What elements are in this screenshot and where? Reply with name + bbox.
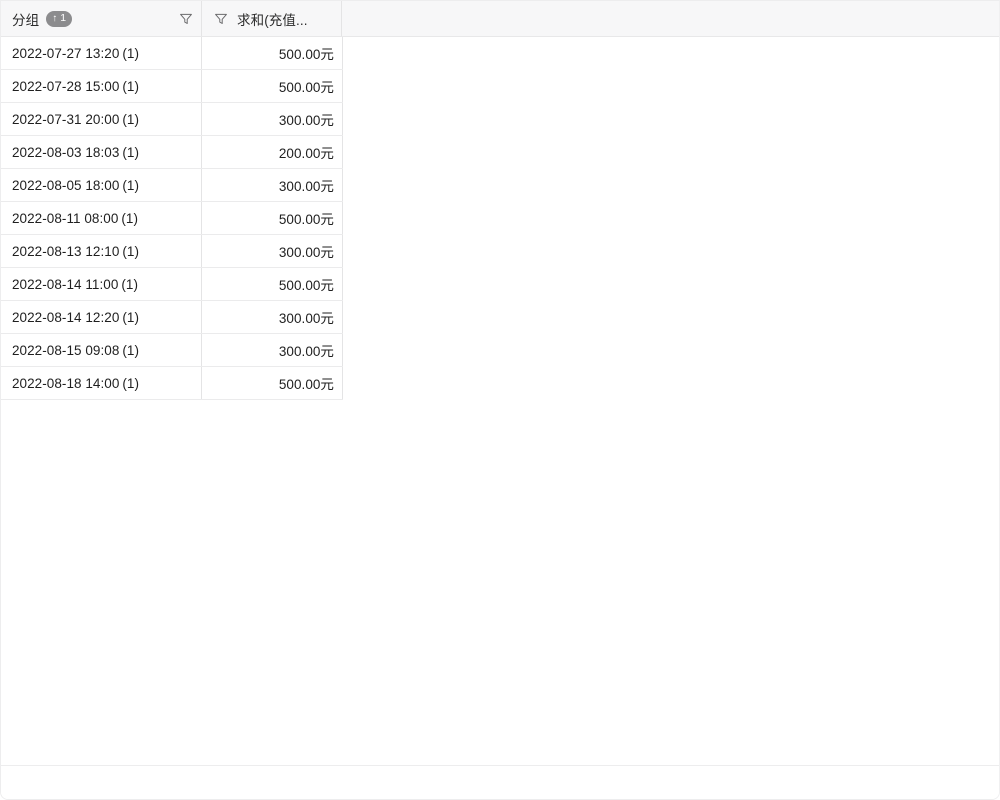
cell-group-value: 2022-08-03 18:03 (12, 144, 120, 160)
cell-group-value: 2022-07-31 20:00 (12, 111, 120, 127)
cell-group: 2022-08-11 08:00 (1) (1, 202, 202, 234)
cell-group: 2022-08-13 12:10 (1) (1, 235, 202, 267)
sort-order-badge[interactable]: ↑ 1 (46, 10, 73, 27)
cell-group-count: (1) (122, 111, 140, 127)
table-header-row: 分组 ↑ 1 求和(充值... (1, 1, 999, 37)
cell-group: 2022-07-27 13:20 (1) (1, 37, 202, 69)
cell-sum: 300.00元 (202, 103, 343, 135)
table-row[interactable]: 2022-07-27 13:20 (1) 500.00元 (1, 37, 343, 70)
table-row[interactable]: 2022-08-14 12:20 (1) 300.00元 (1, 301, 343, 334)
cell-group: 2022-08-15 09:08 (1) (1, 334, 202, 366)
cell-group: 2022-07-31 20:00 (1) (1, 103, 202, 135)
sort-order-count: 1 (60, 12, 67, 25)
cell-sum: 300.00元 (202, 301, 343, 333)
cell-group-value: 2022-08-05 18:00 (12, 177, 120, 193)
table-row[interactable]: 2022-08-11 08:00 (1) 500.00元 (1, 202, 343, 235)
cell-group-value: 2022-08-18 14:00 (12, 375, 120, 391)
cell-group-count: (1) (122, 375, 140, 391)
cell-sum: 500.00元 (202, 37, 343, 69)
cell-group-value: 2022-07-27 13:20 (12, 45, 120, 61)
cell-group: 2022-08-03 18:03 (1) (1, 136, 202, 168)
cell-group-value: 2022-07-28 15:00 (12, 78, 120, 94)
table-row[interactable]: 2022-07-28 15:00 (1) 500.00元 (1, 70, 343, 103)
column-header-group[interactable]: 分组 ↑ 1 (1, 1, 202, 36)
table-row[interactable]: 2022-08-03 18:03 (1) 200.00元 (1, 136, 343, 169)
cell-sum: 300.00元 (202, 334, 343, 366)
table-row[interactable]: 2022-08-15 09:08 (1) 300.00元 (1, 334, 343, 367)
cell-group-count: (1) (122, 78, 140, 94)
cell-group: 2022-07-28 15:00 (1) (1, 70, 202, 102)
cell-sum: 500.00元 (202, 367, 343, 399)
cell-group-count: (1) (122, 243, 140, 259)
table-row[interactable]: 2022-08-13 12:10 (1) 300.00元 (1, 235, 343, 268)
cell-group: 2022-08-18 14:00 (1) (1, 367, 202, 399)
column-header-sum-label: 求和(充值... (237, 12, 308, 28)
cell-group-count: (1) (122, 342, 140, 358)
cell-group-value: 2022-08-14 12:20 (12, 309, 120, 325)
cell-group: 2022-08-14 12:20 (1) (1, 301, 202, 333)
cell-sum: 300.00元 (202, 235, 343, 267)
bottom-status-strip (1, 766, 999, 799)
cell-group-count: (1) (122, 309, 140, 325)
cell-sum: 300.00元 (202, 169, 343, 201)
cell-sum: 500.00元 (202, 202, 343, 234)
bottom-divider (1, 765, 999, 766)
filter-funnel-icon[interactable] (179, 12, 193, 26)
cell-group-value: 2022-08-13 12:10 (12, 243, 120, 259)
cell-group-count: (1) (121, 276, 139, 292)
cell-group-count: (1) (122, 177, 140, 193)
cell-group-count: (1) (122, 144, 140, 160)
cell-group-value: 2022-08-11 08:00 (12, 210, 119, 226)
table-row[interactable]: 2022-08-05 18:00 (1) 300.00元 (1, 169, 343, 202)
table-row[interactable]: 2022-07-31 20:00 (1) 300.00元 (1, 103, 343, 136)
column-header-group-label: 分组 (12, 12, 40, 28)
column-header-group-content: 分组 ↑ 1 (12, 9, 73, 29)
cell-group-value: 2022-08-14 11:00 (12, 276, 119, 292)
cell-group: 2022-08-05 18:00 (1) (1, 169, 202, 201)
cell-group: 2022-08-14 11:00 (1) (1, 268, 202, 300)
sort-ascending-icon: ↑ (52, 12, 58, 24)
cell-group-count: (1) (121, 210, 139, 226)
cell-sum: 200.00元 (202, 136, 343, 168)
column-header-sum[interactable]: 求和(充值... (202, 1, 342, 36)
cell-group-count: (1) (122, 45, 140, 61)
cell-group-value: 2022-08-15 09:08 (12, 342, 120, 358)
cell-sum: 500.00元 (202, 70, 343, 102)
filter-funnel-icon[interactable] (214, 12, 228, 26)
cell-sum: 500.00元 (202, 268, 343, 300)
table-body: 2022-07-27 13:20 (1) 500.00元 2022-07-28 1… (1, 37, 343, 400)
table-row[interactable]: 2022-08-14 11:00 (1) 500.00元 (1, 268, 343, 301)
table-row[interactable]: 2022-08-18 14:00 (1) 500.00元 (1, 367, 343, 400)
